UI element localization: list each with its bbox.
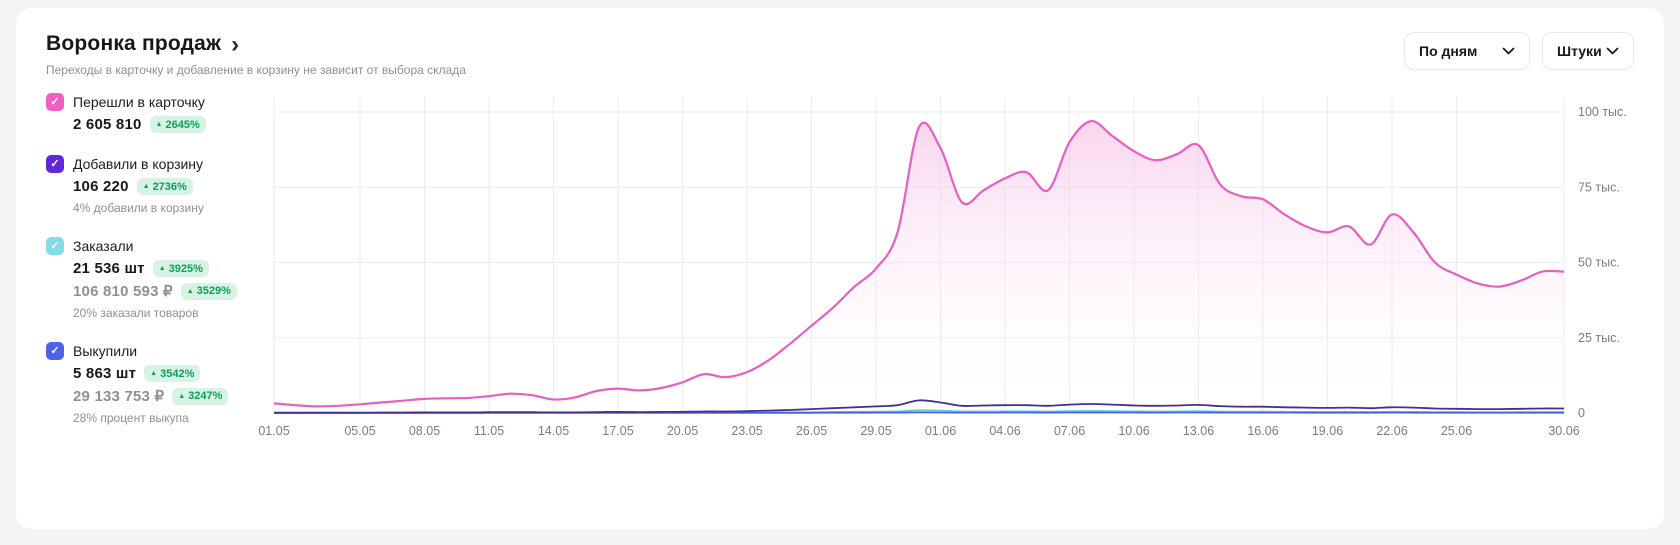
badge-value: 2645%: [165, 118, 200, 131]
legend-label: Выкупили: [73, 343, 138, 359]
svg-text:16.06: 16.06: [1247, 424, 1278, 438]
svg-text:25.06: 25.06: [1441, 424, 1472, 438]
trend-up-icon: ▲: [150, 370, 158, 377]
checkbox-ordered[interactable]: ✓: [46, 237, 64, 255]
chart-canvas: 0 25 тыс. 50 тыс. 75 тыс. 100 тыс. 01.05 05.05…: [258, 91, 1634, 443]
check-icon: ✓: [50, 344, 60, 357]
svg-text:100 тыс.: 100 тыс.: [1578, 105, 1627, 119]
chevron-down-icon: [1606, 47, 1619, 55]
legend-value-rub: 29 133 753 ₽: [73, 388, 165, 405]
legend-item-add-to-cart: ✓ Добавили в корзину 106 220 ▲ 2736% 4% д…: [46, 155, 274, 215]
legend-value: 5 863 шт: [73, 365, 137, 382]
trend-up-icon: ▲: [142, 183, 150, 190]
svg-text:0: 0: [1578, 406, 1585, 420]
badge-value: 3542%: [160, 367, 195, 380]
svg-text:10.06: 10.06: [1118, 424, 1149, 438]
page-title: Воронка продаж: [46, 32, 222, 55]
legend-value-rub: 106 810 593 ₽: [73, 283, 173, 300]
svg-text:23.05: 23.05: [731, 424, 762, 438]
trend-up-icon: ▲: [178, 392, 186, 400]
svg-text:17.05: 17.05: [602, 424, 633, 438]
header: Воронка продаж › Переходы в карточку и д…: [46, 32, 1634, 77]
svg-text:13.06: 13.06: [1183, 424, 1214, 438]
legend-note: 4% добавили в корзину: [73, 201, 204, 215]
check-icon: ✓: [50, 95, 60, 108]
trend-badge: ▲ 3925%: [152, 260, 209, 277]
badge-value: 3247%: [188, 390, 223, 402]
svg-text:14.05: 14.05: [538, 424, 569, 438]
period-dropdown-label: По дням: [1419, 43, 1478, 59]
svg-text:01.06: 01.06: [925, 424, 956, 438]
chevron-right-icon[interactable]: ›: [231, 31, 240, 58]
legend-label: Добавили в корзину: [73, 156, 204, 172]
units-dropdown-label: Штуки: [1557, 43, 1602, 59]
svg-text:07.06: 07.06: [1054, 424, 1085, 438]
trend-up-icon: ▲: [155, 121, 163, 128]
trend-badge: ▲ 2736%: [136, 178, 193, 195]
legend-item-card-to-product: ✓ Перешли в карточку 2 605 810 ▲ 2645%: [46, 93, 274, 133]
legend-value: 21 536 шт: [73, 260, 145, 277]
svg-text:75 тыс.: 75 тыс.: [1578, 180, 1620, 194]
chevron-down-icon: [1502, 47, 1515, 55]
svg-text:01.05: 01.05: [258, 424, 289, 438]
trend-up-icon: ▲: [158, 265, 166, 272]
units-dropdown[interactable]: Штуки: [1542, 32, 1634, 70]
svg-text:50 тыс.: 50 тыс.: [1578, 256, 1620, 270]
svg-text:22.06: 22.06: [1376, 424, 1407, 438]
svg-text:04.06: 04.06: [989, 424, 1020, 438]
period-dropdown[interactable]: По дням: [1404, 32, 1530, 70]
legend-note: 20% заказали товаров: [73, 306, 199, 320]
svg-text:05.05: 05.05: [344, 424, 375, 438]
chart-legend: ✓ Перешли в карточку 2 605 810 ▲ 2645% ✓ …: [46, 89, 274, 447]
svg-text:11.05: 11.05: [474, 424, 504, 438]
checkbox-add-to-cart[interactable]: ✓: [46, 155, 64, 173]
badge-value: 3529%: [196, 285, 231, 297]
content: ✓ Перешли в карточку 2 605 810 ▲ 2645% ✓ …: [46, 89, 1634, 447]
checkbox-purchased[interactable]: ✓: [46, 342, 64, 360]
legend-value: 106 220: [73, 178, 129, 195]
legend-label: Перешли в карточку: [73, 94, 205, 110]
legend-note: 28% процент выкупа: [73, 411, 189, 425]
trend-badge: ▲ 3247%: [172, 387, 229, 405]
legend-item-ordered: ✓ Заказали 21 536 шт ▲ 3925% 106 810 593 …: [46, 237, 274, 320]
trend-badge: ▲ 3542%: [144, 365, 201, 382]
legend-label: Заказали: [73, 238, 134, 254]
header-controls: По дням Штуки: [1404, 32, 1634, 70]
svg-text:30.06: 30.06: [1548, 424, 1579, 438]
subtitle: Переходы в карточку и добавление в корзи…: [46, 63, 466, 77]
trend-badge: ▲ 2645%: [149, 116, 206, 133]
svg-text:29.05: 29.05: [860, 424, 891, 438]
header-left: Воронка продаж › Переходы в карточку и д…: [46, 32, 466, 77]
check-icon: ✓: [50, 239, 60, 252]
svg-text:25 тыс.: 25 тыс.: [1578, 331, 1620, 345]
sales-funnel-card: Воронка продаж › Переходы в карточку и д…: [16, 8, 1664, 529]
svg-text:20.05: 20.05: [667, 424, 698, 438]
trend-up-icon: ▲: [186, 287, 194, 295]
badge-value: 2736%: [152, 180, 187, 193]
badge-value: 3925%: [168, 262, 203, 275]
check-icon: ✓: [50, 157, 60, 170]
legend-value: 2 605 810: [73, 116, 142, 133]
svg-text:26.05: 26.05: [796, 424, 827, 438]
legend-item-purchased: ✓ Выкупили 5 863 шт ▲ 3542% 29 133 753 ₽ …: [46, 342, 274, 425]
trend-badge: ▲ 3529%: [180, 282, 237, 300]
svg-text:19.06: 19.06: [1312, 424, 1343, 438]
checkbox-card-to-product[interactable]: ✓: [46, 93, 64, 111]
svg-text:08.05: 08.05: [409, 424, 440, 438]
